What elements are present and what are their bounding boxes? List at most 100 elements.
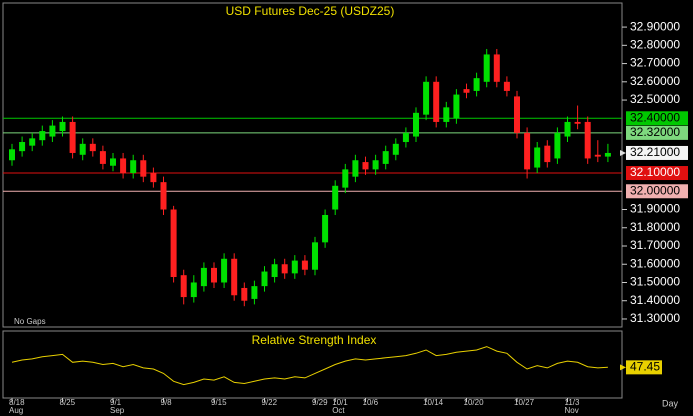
candle-body [503, 81, 510, 91]
candle-body [524, 132, 531, 170]
rsi-title: Relative Strength Index [252, 333, 377, 347]
month-label: Sep [110, 406, 125, 415]
month-label: Oct [332, 406, 345, 415]
candle-body [120, 158, 127, 174]
x-tick-label: 10/20 [464, 398, 485, 407]
candle-body [180, 275, 187, 298]
candle-body [251, 286, 258, 299]
candle-body [79, 143, 86, 155]
reference-label-box [626, 184, 688, 199]
rsi-marker [620, 364, 626, 371]
candle-body [39, 131, 46, 141]
month-label: Nov [565, 406, 579, 415]
y-tick-label: 31.30000 [630, 311, 680, 325]
y-tick-label: 31.60000 [630, 256, 680, 270]
x-tick-label: 10/27 [514, 398, 535, 407]
candle-body [301, 260, 308, 270]
candle-body [342, 169, 349, 188]
candle-body [352, 160, 359, 177]
x-tick-label: 10/1 [332, 398, 348, 407]
month-label: Aug [9, 406, 23, 415]
last-price-label: 32.21000 [630, 145, 680, 159]
period-label: Day [662, 398, 679, 408]
last-price-box [626, 145, 688, 160]
candle-body [463, 89, 470, 93]
reference-label: 32.32000 [630, 125, 680, 139]
x-tick-label: 9/1 [110, 398, 122, 407]
x-tick-label: 9/22 [262, 398, 278, 407]
candle-body [69, 121, 76, 153]
y-tick-label: 32.80000 [630, 37, 680, 51]
candle-body [271, 264, 278, 278]
rsi-value-label: 47.45 [630, 360, 660, 374]
candle-body [392, 143, 399, 155]
candle-body [534, 147, 541, 168]
rsi-line [11, 346, 608, 386]
reference-label: 32.40000 [630, 110, 680, 124]
candle-body [19, 142, 26, 152]
candle-body [221, 258, 228, 283]
candle-body [493, 54, 500, 82]
y-tick-label: 31.80000 [630, 220, 680, 234]
candle-body [110, 158, 116, 166]
annotation: No Gaps [14, 317, 46, 326]
x-tick-label: 8/18 [9, 398, 25, 407]
y-tick-label: 32.60000 [630, 74, 680, 88]
candle-body [322, 214, 329, 243]
candle-body [241, 287, 248, 301]
y-tick-label: 32.70000 [630, 56, 680, 70]
candle-body [89, 143, 96, 152]
candle-body [564, 121, 571, 137]
candle-body [443, 107, 450, 122]
x-tick-label: 11/3 [565, 398, 581, 407]
candle-body [332, 185, 339, 210]
last-price-marker [620, 149, 626, 156]
reference-label: 32.10000 [630, 165, 680, 179]
x-tick-label: 9/29 [312, 398, 328, 407]
y-tick-label: 31.50000 [630, 275, 680, 289]
candle-body [362, 162, 369, 170]
candle-body [29, 138, 36, 146]
candle-body [544, 145, 551, 163]
candle-body [594, 154, 601, 157]
candle-body [291, 260, 298, 274]
candle-body [433, 81, 440, 122]
candle-body [9, 149, 15, 161]
candle-body [130, 160, 137, 174]
candle-body [604, 152, 611, 157]
y-tick-label: 31.70000 [630, 238, 680, 252]
candle-body [140, 160, 147, 177]
reference-label-box [626, 166, 688, 181]
candle-body [423, 81, 430, 115]
candle-body [49, 125, 56, 137]
candle-body [200, 267, 207, 287]
y-tick-label: 31.90000 [630, 202, 680, 216]
candle-body [59, 121, 66, 132]
candle-body [473, 78, 480, 91]
candle-body [160, 182, 167, 210]
candle-body [211, 267, 217, 283]
candle-body [453, 94, 460, 119]
reference-label: 32.00000 [630, 183, 680, 197]
candle-body [483, 54, 490, 82]
candle-body [150, 173, 157, 183]
candle-body [190, 282, 197, 298]
price-panel [2, 2, 623, 328]
candle-body [554, 132, 561, 159]
candle-body [312, 242, 318, 270]
y-tick-label: 32.50000 [630, 92, 680, 106]
candle-body [413, 112, 419, 137]
y-tick-label: 32.90000 [630, 19, 680, 33]
candle-body [372, 160, 379, 170]
reference-label-box [626, 111, 688, 126]
x-tick-label: 9/15 [211, 398, 227, 407]
candle-body [514, 96, 520, 133]
candle-body [99, 151, 106, 164]
candle-body [584, 121, 591, 159]
candle-body [402, 132, 409, 143]
chart-title: USD Futures Dec-25 (USDZ25) [226, 4, 395, 18]
x-tick-label: 8/25 [60, 398, 76, 407]
x-tick-label: 10/14 [423, 398, 444, 407]
